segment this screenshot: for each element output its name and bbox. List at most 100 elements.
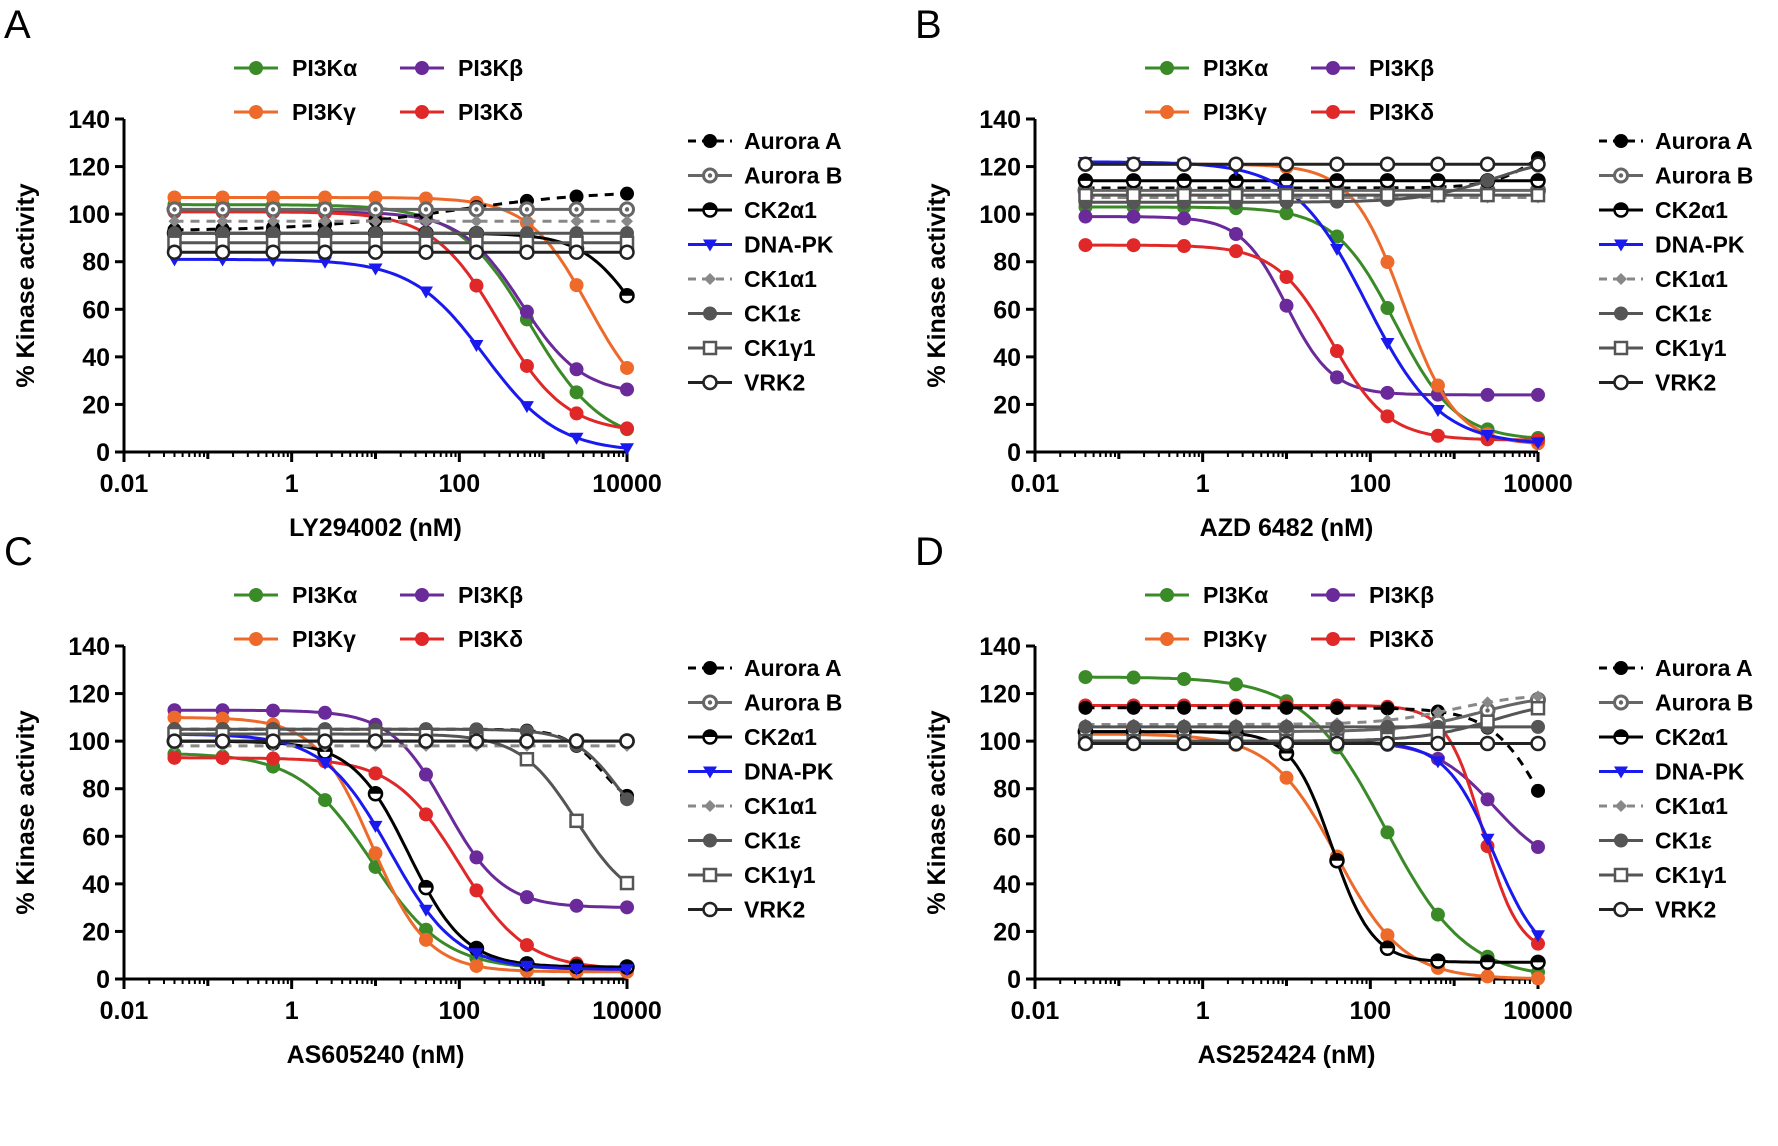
data-point-dot	[220, 207, 225, 212]
data-point	[1380, 337, 1395, 350]
legend-marker-fill	[703, 730, 717, 737]
x-tick-label: 10000	[1503, 997, 1573, 1025]
legend-marker	[703, 833, 717, 848]
data-point-fill	[1177, 174, 1191, 181]
legend-marker	[703, 766, 717, 779]
chart-panel-a: A 0 20 40 60 80 100 120 140 0.01 1 100 10000 LY294002…	[4, 3, 842, 542]
data-point	[619, 287, 635, 304]
legend-label: PI3Kβ	[1369, 55, 1434, 81]
legend-item-vrk2: VRK2	[688, 897, 805, 923]
data-point-fill	[1280, 174, 1293, 181]
data-point-fill	[1330, 174, 1344, 181]
legend-item-pi3kbeta: PI3Kβ	[1311, 55, 1434, 81]
data-point	[620, 900, 634, 915]
data-point	[266, 703, 281, 718]
data-point	[1380, 825, 1395, 840]
data-point	[418, 767, 433, 782]
data-point	[1078, 209, 1093, 224]
fit-curve	[1085, 205, 1539, 440]
data-point	[1228, 187, 1244, 203]
data-point	[317, 201, 334, 218]
data-point-fill	[1431, 174, 1445, 181]
top-legend: PI3Kα PI3Kβ PI3Kγ PI3Kδ	[1145, 55, 1434, 125]
data-point	[1430, 404, 1445, 417]
data-point	[1430, 907, 1445, 922]
series-pi3kdelta	[1078, 698, 1545, 951]
x-tick-label: 0.01	[1011, 997, 1060, 1025]
data-point	[367, 786, 384, 802]
data-point	[569, 813, 584, 829]
y-tick-label: 120	[979, 154, 1021, 182]
legend-label: CK1α1	[744, 266, 817, 292]
chart-panel-d: D 0 20 40 60 80 100 120 140 0.01 1 100 10000 AS252424…	[915, 530, 1753, 1069]
legend-marker	[1613, 729, 1629, 745]
plot-area	[166, 186, 635, 456]
x-tick-label: 100	[438, 470, 480, 498]
legend-marker	[703, 661, 717, 675]
data-point	[1479, 954, 1496, 970]
y-tick-label: 20	[993, 391, 1021, 419]
data-point-fill	[1330, 854, 1344, 861]
top-legend: PI3Kα PI3Kβ PI3Kγ PI3Kδ	[1145, 582, 1434, 652]
fit-curve	[1085, 243, 1538, 442]
legend-label: PI3Kα	[1203, 582, 1268, 608]
data-point	[1430, 156, 1446, 172]
legend-item-vrk2: VRK2	[1599, 897, 1716, 923]
legend-label: DNA-PK	[744, 759, 834, 785]
data-point-fill	[1431, 954, 1445, 962]
y-tick-label: 100	[68, 201, 110, 229]
data-point-dot	[474, 207, 479, 212]
series-ck2alpha1	[166, 733, 635, 975]
data-point	[568, 733, 585, 749]
series-ck1gamma1	[167, 726, 635, 891]
data-point-dot	[322, 207, 328, 212]
series-pi3kdelta	[167, 750, 634, 976]
legend-marker	[415, 588, 429, 602]
legend-marker	[1613, 340, 1629, 356]
data-point	[1177, 719, 1192, 734]
data-point	[1329, 156, 1345, 172]
data-point	[369, 215, 382, 228]
x-tick-label: 100	[1349, 470, 1391, 498]
data-point-dot	[172, 207, 177, 212]
data-point	[1431, 706, 1444, 719]
y-tick-label: 100	[979, 201, 1021, 229]
data-point	[319, 215, 332, 228]
y-tick-label: 0	[96, 439, 110, 467]
panel-letter: A	[4, 3, 31, 47]
x-tick-label: 1	[285, 470, 299, 498]
legend-item-dna-pk: DNA-PK	[688, 759, 834, 785]
legend-label: VRK2	[1655, 897, 1716, 923]
data-point	[1078, 700, 1093, 715]
series-vrk2	[166, 244, 635, 260]
legend-label: CK1ε	[1655, 828, 1712, 854]
fit-curve	[1085, 215, 1538, 397]
data-point	[1125, 156, 1142, 172]
data-point	[1530, 735, 1546, 752]
data-point	[1126, 719, 1141, 734]
data-point	[167, 750, 182, 765]
y-tick-label: 80	[82, 249, 110, 277]
data-point	[469, 883, 484, 898]
legend-marker	[702, 374, 718, 391]
y-tick-label: 120	[979, 681, 1021, 709]
data-point	[619, 201, 635, 218]
legend-item-ck1epsilon: CK1ε	[1599, 301, 1712, 327]
data-point	[417, 201, 434, 218]
data-point	[1229, 227, 1244, 242]
legend-label: Aurora A	[1655, 655, 1753, 681]
data-point	[166, 244, 183, 260]
legend-marker	[1613, 167, 1629, 184]
data-point	[568, 201, 585, 218]
data-point	[570, 215, 583, 228]
legend-item-pi3kgamma: PI3Kγ	[1145, 626, 1267, 652]
legend-item-ck1epsilon: CK1ε	[1599, 828, 1712, 854]
data-point	[1530, 954, 1546, 971]
data-point	[1078, 187, 1093, 203]
data-point	[1229, 677, 1244, 692]
data-point	[1329, 370, 1344, 385]
data-point	[368, 263, 383, 276]
data-point-dot	[624, 207, 630, 212]
legend-marker	[249, 105, 263, 119]
y-tick-label: 40	[82, 344, 110, 372]
